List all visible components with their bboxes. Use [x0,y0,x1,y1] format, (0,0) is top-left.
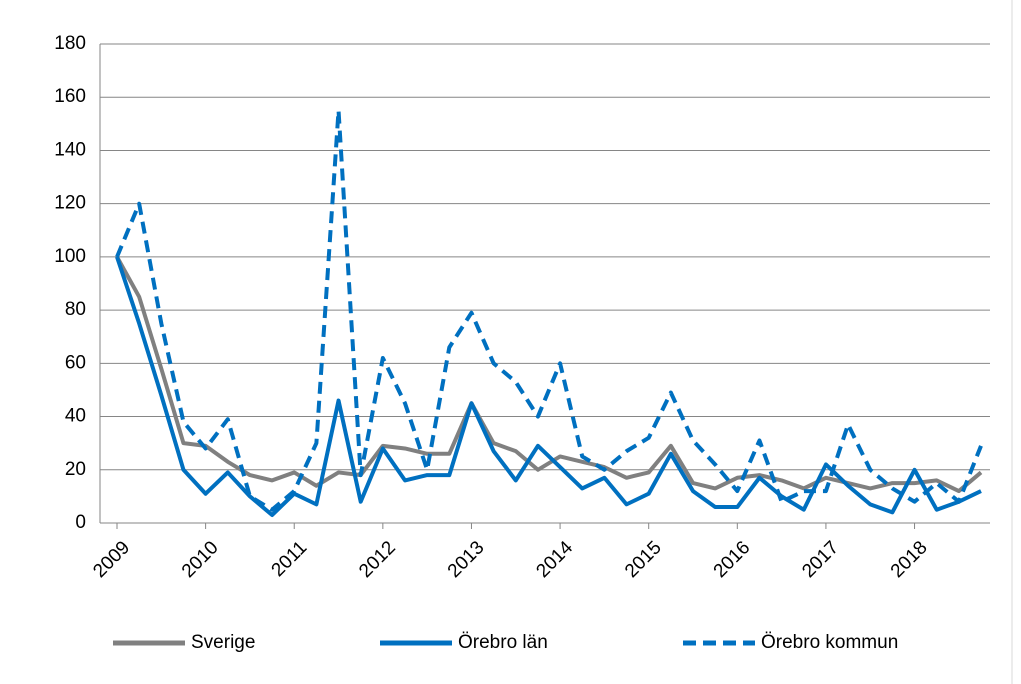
series-line [115,108,983,512]
y-tick-label: 20 [65,459,86,480]
x-tick-label: 2009 [89,537,134,582]
x-tick-label: 2012 [355,537,400,582]
x-tick-label: 2018 [887,537,932,582]
y-tick-label: 60 [65,352,86,373]
series-line [115,255,983,494]
legend-label: Örebro kommun [761,632,898,653]
x-tick-label: 2017 [798,537,843,582]
x-tick-label: 2016 [710,537,755,582]
y-tick-label: 0 [75,512,86,533]
x-tick-label: 2013 [444,537,489,582]
y-tick-label: 100 [54,246,86,267]
x-tick-label: 2010 [178,537,223,582]
x-tick-label: 2015 [621,537,666,582]
y-tick-label: 180 [54,33,86,54]
y-tick-label: 120 [54,193,86,214]
y-tick-label: 40 [65,406,86,427]
legend-label: Sverige [191,632,255,653]
x-tick-label: 2011 [268,537,312,581]
y-tick-label: 80 [65,299,86,320]
y-tick-label: 160 [54,86,86,107]
series-line [115,256,982,518]
x-tick-label: 2014 [532,537,577,582]
y-tick-label: 140 [54,139,86,160]
legend-label: Örebro län [458,632,548,653]
